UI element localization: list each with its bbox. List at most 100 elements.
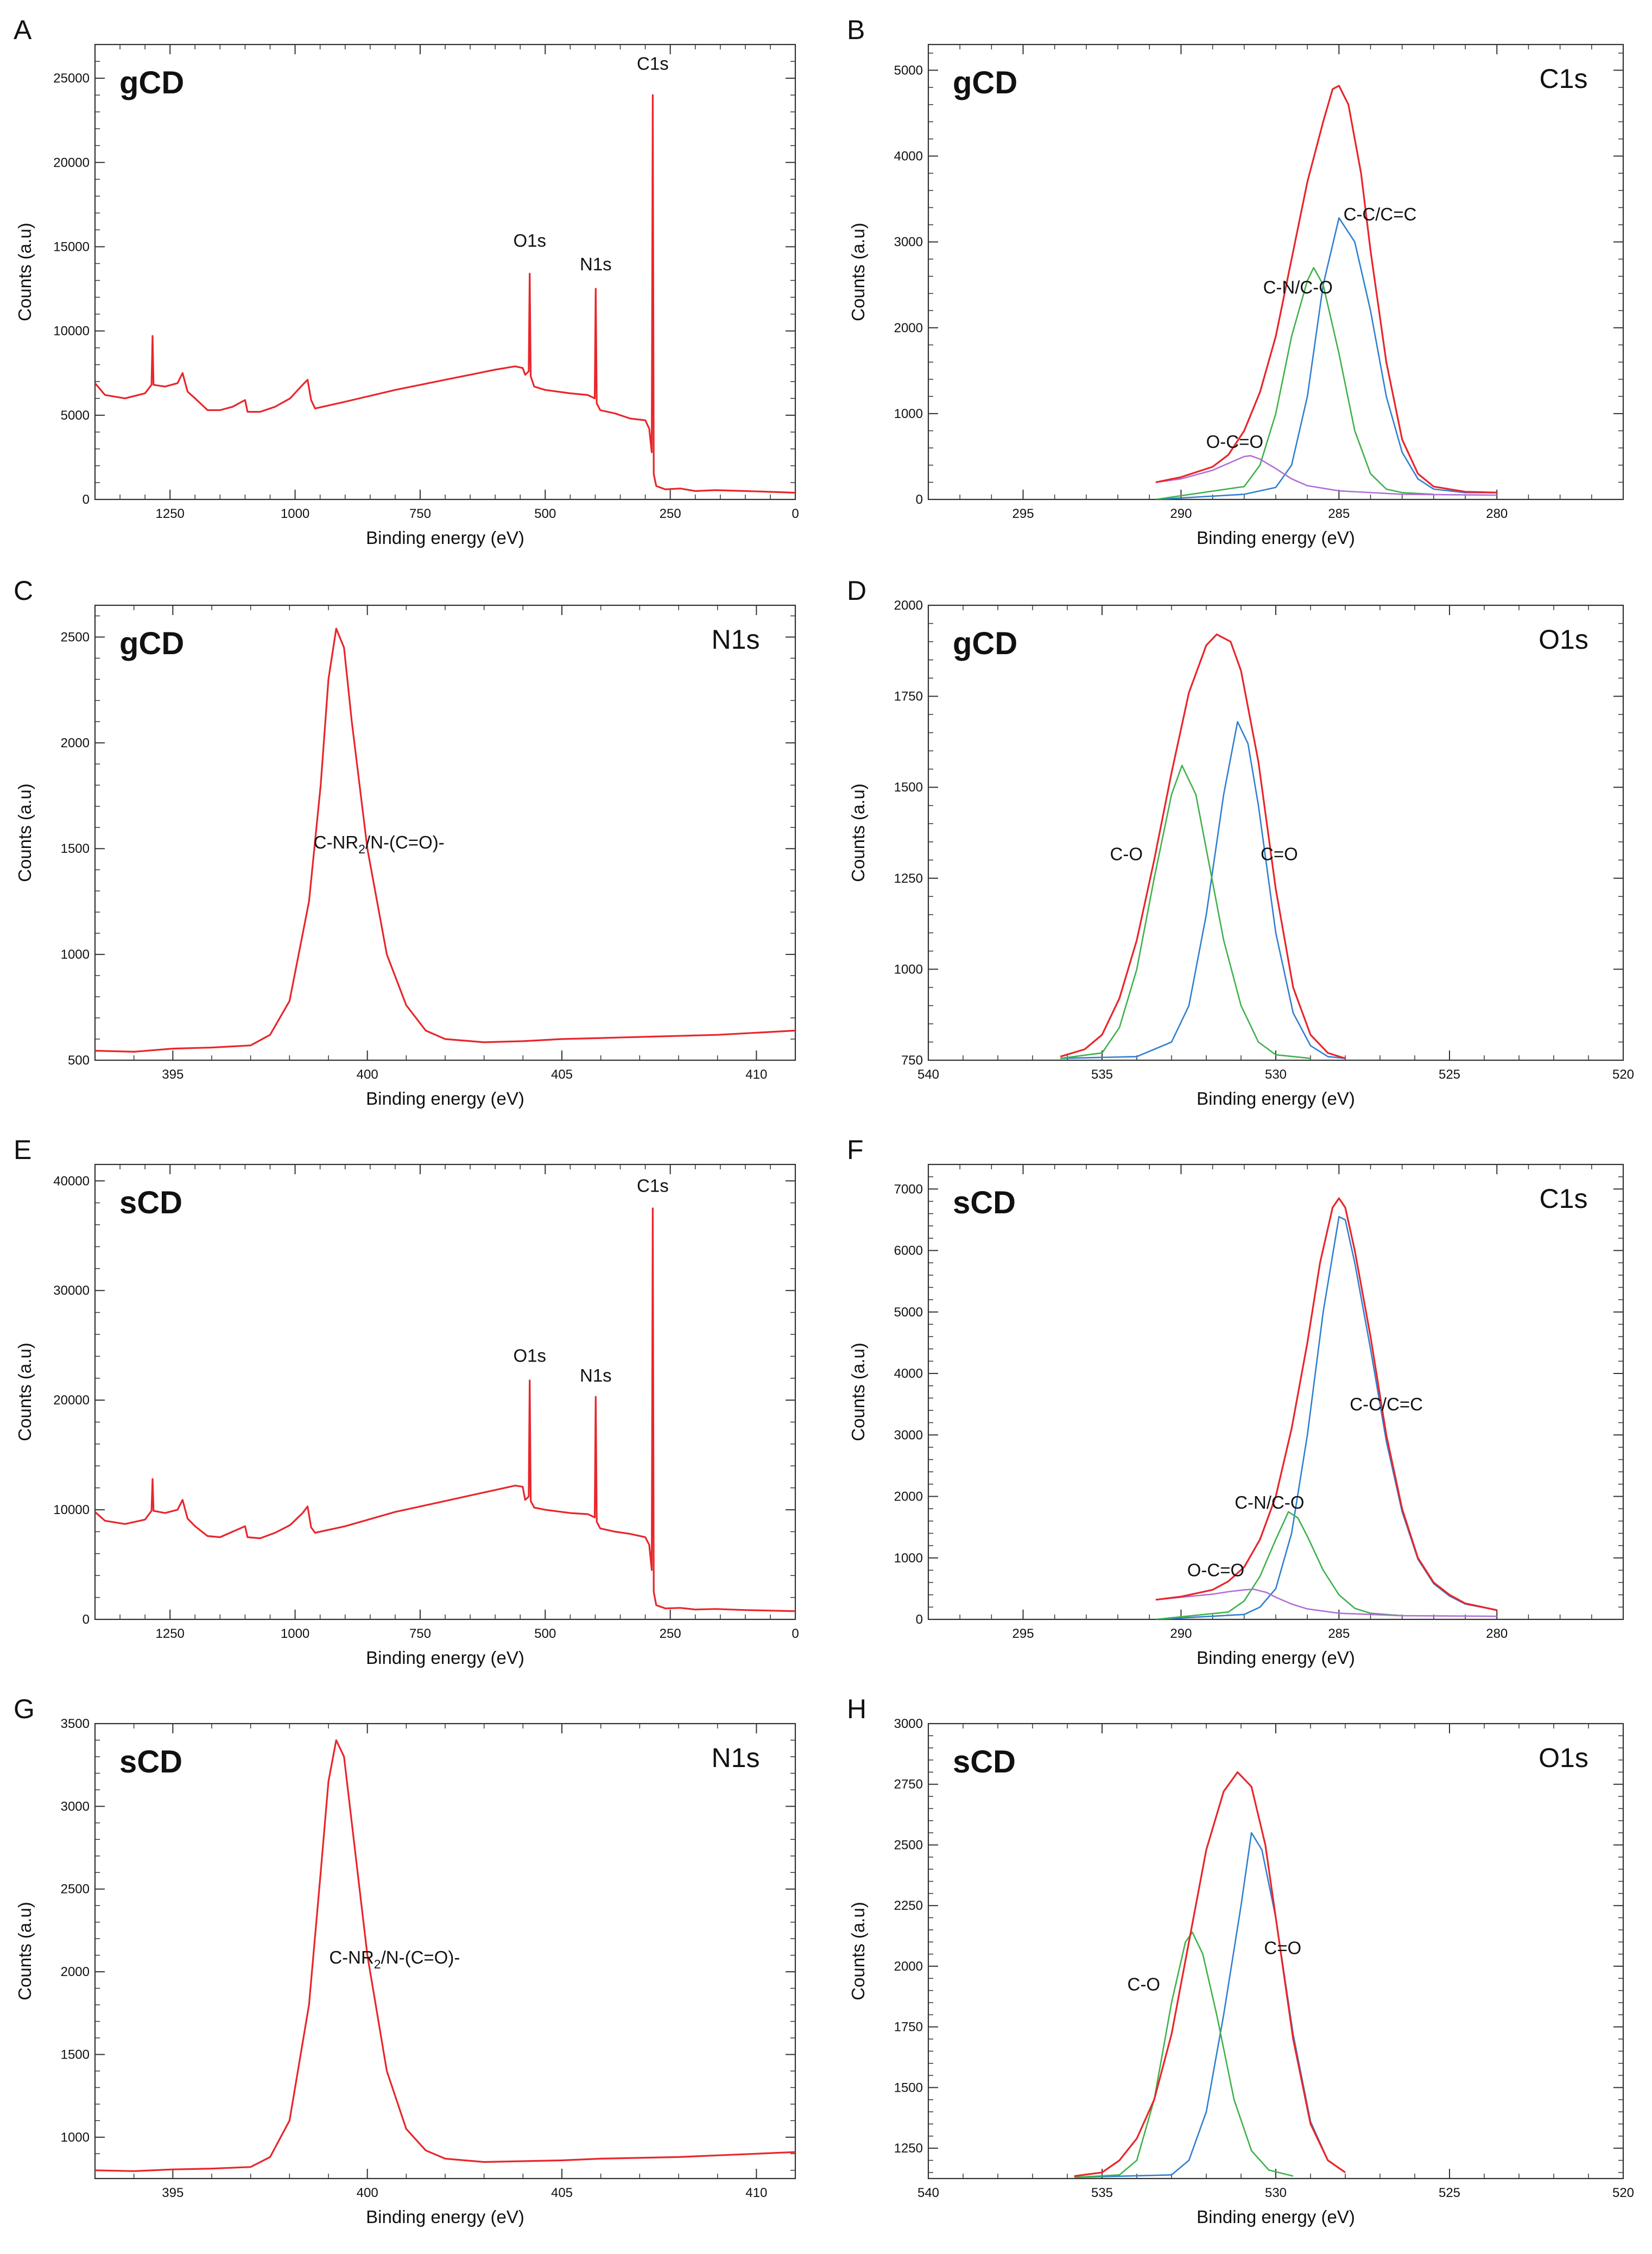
plot-frame [927, 43, 1624, 501]
y-axis-title: Counts (a.u) [15, 223, 35, 321]
peak-annotation: C-N/C-O [1263, 277, 1333, 297]
x-axis-title: Binding energy (eV) [1197, 2207, 1355, 2227]
sample-label: gCD [953, 65, 1017, 100]
component-line-c-o [1060, 764, 1311, 1059]
panel-e: 1250 1000 750 500 250 0 0 10000 20000 30000 40000 B… [14, 1135, 799, 1668]
x-tick-label: 400 [357, 2186, 378, 2200]
x-tick-label: 1250 [156, 1626, 185, 1641]
y-tick-label: 6000 [894, 1244, 923, 1258]
sample-label: sCD [119, 1744, 182, 1780]
x-tick-label: 540 [917, 1067, 939, 1082]
y-tick-label: 1000 [894, 962, 923, 977]
y-tick-label: 1500 [894, 2080, 923, 2095]
y-tick-label: 2500 [61, 630, 90, 644]
envelope-line [95, 1739, 795, 2172]
x-tick-label: 250 [660, 506, 681, 521]
panel-letter: H [847, 1694, 866, 1724]
x-tick-label: 295 [1012, 506, 1034, 521]
component-line-c-o [1074, 1832, 1346, 2179]
y-axis-title: Counts (a.u) [848, 223, 868, 321]
x-tick-label: 285 [1328, 506, 1350, 521]
peak-annotation: O-C=O [1187, 1560, 1244, 1580]
peak-annotation: O1s [513, 1345, 546, 1365]
envelope-line [1074, 1771, 1346, 2177]
y-tick-label: 2000 [894, 1490, 923, 1504]
y-tick-label: 2000 [894, 1959, 923, 1974]
envelope-line [95, 94, 795, 494]
y-tick-label: 3500 [61, 1717, 90, 1731]
peak-annotation: N1s [580, 1365, 612, 1385]
core-level-label: O1s [1539, 624, 1588, 655]
sample-label: gCD [119, 65, 184, 100]
y-tick-label: 25000 [53, 71, 90, 86]
peak-annotation: C-O [1128, 1974, 1161, 1995]
peak-annotation: C-N/C-O [1235, 1492, 1304, 1512]
y-tick-label: 750 [901, 1053, 923, 1068]
sample-label: sCD [119, 1185, 182, 1220]
y-tick-label: 1750 [894, 689, 923, 704]
peak-annotation: O-C=O [1206, 432, 1263, 452]
y-tick-label: 0 [916, 1612, 923, 1627]
x-tick-label: 295 [1012, 1626, 1034, 1641]
x-tick-label: 535 [1091, 2186, 1113, 2200]
y-tick-label: 3000 [894, 1428, 923, 1442]
y-tick-label: 2000 [894, 321, 923, 335]
x-tick-label: 0 [792, 1626, 799, 1641]
x-tick-label: 0 [792, 506, 799, 521]
y-tick-label: 2500 [894, 1838, 923, 1852]
core-level-label: N1s [712, 1743, 760, 1773]
core-level-label: N1s [712, 624, 760, 655]
y-tick-label: 5000 [894, 1305, 923, 1320]
y-tick-label: 1250 [894, 2141, 923, 2156]
x-tick-label: 750 [409, 1626, 431, 1641]
panel-c: 395 400 405 410 500 1000 1500 2000 2500 Binding e… [14, 575, 796, 1109]
sample-label: gCD [119, 626, 184, 661]
envelope-line [1060, 634, 1346, 1060]
x-tick-label: 520 [1612, 2186, 1634, 2200]
y-tick-label: 1000 [894, 1551, 923, 1566]
y-tick-label: 3000 [894, 235, 923, 250]
peak-annotation: C-NR2/N-(C=O)- [329, 1947, 460, 1971]
core-level-label: C1s [1540, 64, 1588, 94]
component-line-o-c-o [1155, 1588, 1497, 1617]
y-tick-label: 15000 [53, 239, 90, 254]
y-tick-label: 2000 [61, 736, 90, 750]
y-tick-label: 20000 [53, 155, 90, 170]
x-axis-title: Binding energy (eV) [1197, 528, 1355, 548]
x-tick-label: 1250 [156, 506, 185, 521]
y-tick-label: 1500 [61, 2047, 90, 2062]
x-tick-label: 290 [1170, 1626, 1192, 1641]
plot-frame [94, 604, 796, 1061]
peak-annotation: C-NR2/N-(C=O)- [314, 832, 445, 856]
envelope-line [1155, 85, 1497, 493]
y-tick-label: 4000 [894, 149, 923, 164]
x-tick-label: 410 [745, 2186, 767, 2200]
x-tick-label: 400 [357, 1067, 378, 1082]
x-axis-title: Binding energy (eV) [366, 1648, 524, 1668]
x-tick-label: 250 [660, 1626, 681, 1641]
panel-d: 540 535 530 525 520 750 1000 1250 1500 1750 2000 Bi… [847, 575, 1634, 1109]
panel-letter: C [14, 575, 33, 606]
sample-label: gCD [953, 626, 1017, 661]
x-axis-title: Binding energy (eV) [366, 2207, 524, 2227]
y-tick-label: 40000 [53, 1174, 90, 1188]
y-tick-label: 2750 [894, 1777, 923, 1792]
y-axis-title: Counts (a.u) [15, 783, 35, 882]
y-tick-label: 2000 [894, 598, 923, 613]
y-tick-label: 4000 [894, 1366, 923, 1381]
envelope-line [95, 628, 795, 1053]
envelope-line [1155, 1197, 1497, 1611]
component-line-c-c-c-c [1155, 217, 1497, 499]
core-level-label: O1s [1539, 1743, 1588, 1773]
y-tick-label: 2250 [894, 1898, 923, 1913]
y-tick-label: 0 [83, 492, 90, 507]
y-tick-label: 3000 [894, 1717, 923, 1731]
core-level-label: C1s [1540, 1183, 1588, 1214]
plot-frame [94, 1163, 796, 1620]
y-tick-label: 2000 [61, 1965, 90, 1979]
x-tick-label: 395 [162, 1067, 183, 1082]
plot-frame [927, 604, 1624, 1061]
peak-annotation: C=O [1264, 1938, 1301, 1958]
x-tick-label: 540 [917, 2186, 939, 2200]
